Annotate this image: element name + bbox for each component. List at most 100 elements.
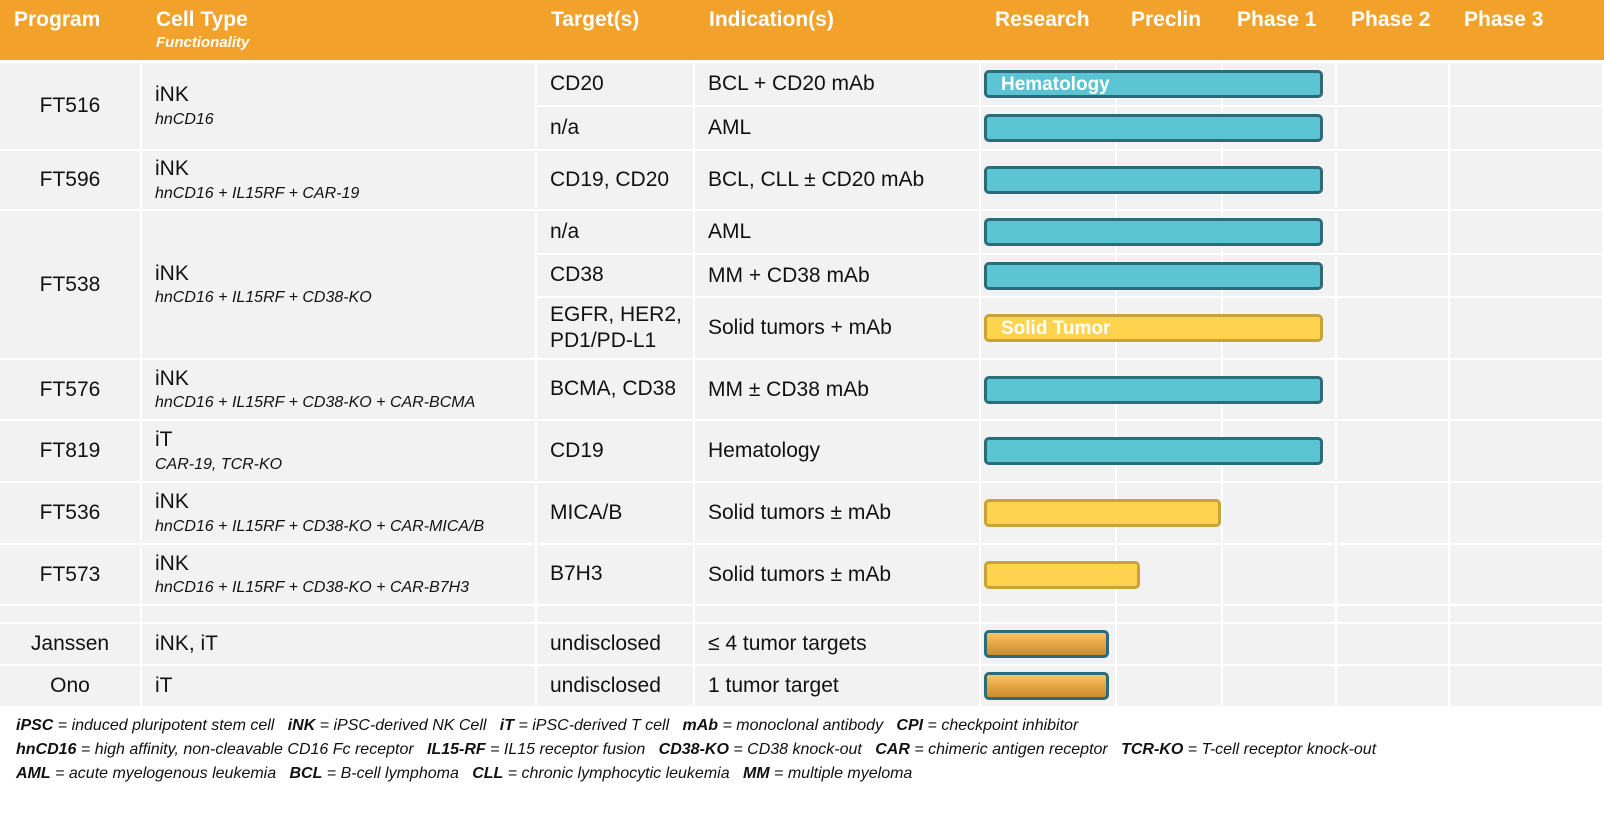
cell-type: iT (155, 673, 173, 697)
cell-type-cell: iNK hnCD16 + IL15RF + CD38-KO + CAR-BCMA (142, 360, 535, 419)
target-block: MICA/B (550, 500, 622, 526)
target-block: EGFR, HER2, PD1/PD-L1 (550, 302, 682, 355)
target-cell: undisclosed (537, 624, 693, 664)
functionality: CAR-19, TCR-KO (155, 455, 283, 473)
phase-label: Phase 1 (1237, 8, 1317, 31)
footnote-definition: = acute myelogenous leukemia (50, 765, 290, 782)
program-name: FT596 (39, 168, 101, 191)
target-cell: n/a (537, 107, 693, 149)
functionality: hnCD16 + IL15RF + CD38-KO + CAR-B7H3 (155, 579, 470, 597)
footnote-definition: = chronic lymphocytic leukemia (503, 765, 743, 782)
phase-cell (1450, 421, 1602, 481)
footnote-term: mAb (682, 717, 719, 734)
indication-cell: ≤ 4 tumor targets (695, 624, 979, 664)
indication: Hematology (708, 439, 821, 462)
indication: AML (708, 116, 752, 139)
spacer-cell (1337, 606, 1448, 622)
target: BCMA, CD38 (550, 377, 677, 401)
phase-cell (1337, 151, 1448, 209)
footnote-definition: = iPSC-derived T cell (514, 717, 683, 734)
target-block: CD20 (550, 71, 604, 97)
footnote-definition: = CD38 knock-out (728, 741, 876, 758)
footnote-definition: = chimeric antigen receptor (909, 741, 1122, 758)
program-name-cell: FT573 (0, 545, 140, 604)
phase-cell (1337, 483, 1448, 543)
phase-cell (1450, 298, 1602, 358)
program-name: FT516 (39, 94, 101, 117)
phase-cell (1450, 211, 1602, 253)
indication-cell: 1 tumor target (695, 666, 979, 706)
spacer-cell (981, 606, 1115, 622)
header-indications: Indication(s) (695, 0, 981, 60)
target: EGFR, HER2, (550, 302, 682, 326)
functionality: hnCD16 + IL15RF + CD38-KO + CAR-MICA/B (155, 517, 485, 535)
spacer-cell (537, 606, 693, 622)
cell-type-cell: iNK hnCD16 + IL15RF + CD38-KO + CAR-B7H3 (142, 545, 535, 604)
footnote-term: iNK (287, 717, 316, 734)
phase-cell (1337, 211, 1448, 253)
phase-cell (1223, 545, 1335, 604)
header-phase-preclin: Preclin (1117, 0, 1223, 60)
footnote-term: CAR (875, 741, 910, 758)
footnote-term: iPSC (16, 717, 54, 734)
program-name: Ono (50, 674, 90, 697)
cell-type-cell: iNK hnCD16 + IL15RF + CAR-19 (142, 151, 535, 209)
footnote-term: AML (16, 765, 51, 782)
program-name: FT538 (39, 272, 101, 296)
header-targets: Target(s) (537, 0, 695, 60)
cell-type-block: iT CAR-19, TCR-KO (155, 427, 282, 474)
bar-label: Hematology (1001, 74, 1110, 95)
target-cell: n/a (537, 211, 693, 253)
cell-type: iT (155, 428, 173, 452)
phase-cell (1223, 666, 1335, 706)
phase-cell (1450, 151, 1602, 209)
hematology-progress-bar (984, 218, 1323, 246)
phase-cell (1450, 63, 1602, 105)
functionality: hnCD16 + IL15RF + CD38-KO (155, 289, 372, 307)
phase-cell (1450, 624, 1602, 664)
phase-cell (1223, 624, 1335, 664)
footnote-term: hnCD16 (16, 741, 77, 758)
target-block: BCMA, CD38 (550, 376, 676, 402)
indication-cell: BCL, CLL ± CD20 mAb (695, 151, 979, 209)
indication: Solid tumors + mAb (708, 316, 892, 339)
spacer-cell (1117, 606, 1221, 622)
target-line-2: PD1/PD-L1 (550, 329, 657, 352)
program-name: FT573 (39, 562, 101, 586)
target-cell: B7H3 (537, 545, 693, 604)
footnote-term: MM (742, 765, 770, 782)
spacer-cell (695, 606, 979, 622)
phase-cell (1117, 666, 1221, 706)
phase-cell (1117, 624, 1221, 664)
footnote-term: BCL (289, 765, 323, 782)
cell-type-block: iNK hnCD16 (155, 82, 214, 129)
indication-cell: AML (695, 211, 979, 253)
phase-cell (1337, 107, 1448, 149)
phase-cell (1337, 298, 1448, 358)
phase-cell (1337, 666, 1448, 706)
header-phase-research: Research (981, 0, 1117, 60)
program-name: FT576 (39, 377, 101, 401)
program-name-cell: FT538 (0, 211, 140, 358)
target-block: CD38 (550, 262, 604, 288)
footnote-term: TCR-KO (1121, 741, 1184, 758)
indication: 1 tumor target (708, 674, 839, 697)
footnote-definition: = checkpoint inhibitor (923, 717, 1079, 734)
target: MICA/B (550, 500, 623, 524)
solid-tumor-progress-bar (984, 499, 1221, 527)
indication: BCL + CD20 mAb (708, 72, 875, 95)
program-name-cell: FT819 (0, 421, 140, 481)
program-name-cell: FT576 (0, 360, 140, 419)
partnered-progress-bar (984, 672, 1109, 700)
footnote-definition: = monoclonal antibody (718, 717, 897, 734)
header-phase-3: Phase 3 (1450, 0, 1604, 60)
header-program-label: Program (14, 8, 101, 31)
target-block: n/a (550, 219, 579, 245)
footnote-line: AML = acute myelogenous leukemia BCL = B… (16, 765, 912, 783)
program-name: FT536 (39, 501, 101, 524)
phase-cell (1450, 666, 1602, 706)
functionality: hnCD16 + IL15RF + CD38-KO + CAR-BCMA (155, 394, 476, 412)
header-phase-2: Phase 2 (1337, 0, 1450, 60)
target-cell: CD19 (537, 421, 693, 481)
cell-type-block: iT (155, 673, 173, 699)
